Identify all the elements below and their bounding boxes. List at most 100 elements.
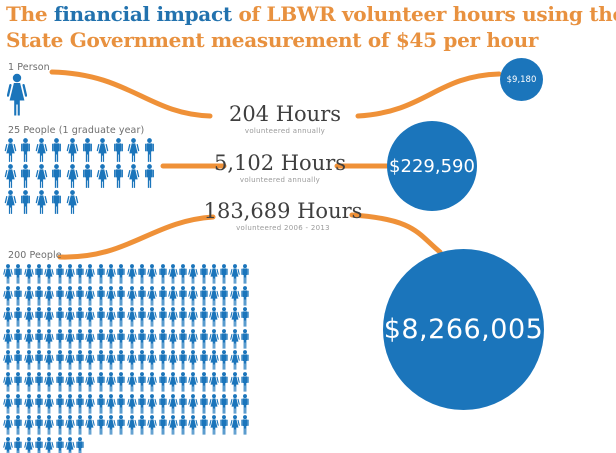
male-person-icon: [35, 264, 43, 284]
male-person-icon: [179, 415, 187, 435]
male-person-icon: [21, 190, 31, 214]
group-label-1-person: 1 Person: [8, 62, 50, 73]
female-person-icon: [209, 328, 219, 349]
female-person-icon: [85, 328, 96, 349]
female-person-icon: [106, 372, 116, 392]
male-person-icon: [35, 285, 43, 306]
female-person-icon: [44, 285, 55, 306]
hours-value-2: 5,102 Hours: [213, 151, 347, 175]
female-person-icon: [85, 285, 96, 306]
hours-value-1: 204 Hours: [228, 102, 342, 126]
male-person-icon: [220, 328, 228, 349]
female-person-icon: [147, 307, 158, 327]
male-person-icon: [220, 285, 228, 306]
male-person-icon: [14, 350, 22, 370]
female-person-icon: [167, 350, 178, 370]
female-person-icon: [44, 264, 55, 284]
female-person-icon: [229, 264, 240, 284]
female-person-icon: [209, 264, 219, 284]
male-person-icon: [52, 190, 62, 214]
male-person-icon: [220, 307, 228, 327]
female-person-icon: [44, 415, 55, 435]
male-person-icon: [35, 328, 43, 349]
female-person-icon: [126, 415, 137, 435]
female-person-icon: [4, 190, 17, 214]
male-person-icon: [220, 393, 228, 414]
female-person-icon: [64, 436, 75, 453]
male-person-icon: [179, 285, 187, 306]
female-person-icon: [188, 350, 199, 370]
value-circle-small: $9,180: [500, 58, 543, 101]
female-person-icon: [64, 415, 75, 435]
hours-note-1: volunteered annually: [244, 127, 326, 135]
male-person-icon: [55, 264, 64, 284]
female-person-icon: [209, 372, 219, 392]
male-person-icon: [14, 328, 22, 349]
male-person-icon: [117, 393, 125, 414]
female-person-icon: [64, 307, 75, 327]
female-person-icon: [66, 164, 78, 188]
female-person-icon: [7, 73, 27, 116]
male-person-icon: [35, 393, 43, 414]
male-person-icon: [117, 307, 125, 327]
person-grid-25: [4, 138, 160, 218]
hours-note-3: volunteered 2006 - 2013: [236, 224, 330, 232]
male-person-icon: [76, 436, 84, 453]
female-person-icon: [85, 415, 96, 435]
female-person-icon: [23, 372, 34, 392]
male-person-icon: [35, 415, 43, 435]
title-line-2: State Government measurement of $45 per …: [6, 28, 539, 52]
female-person-icon: [85, 307, 96, 327]
male-person-icon: [14, 285, 22, 306]
male-person-icon: [200, 415, 208, 435]
female-person-icon: [188, 393, 199, 414]
female-person-icon: [147, 372, 158, 392]
male-person-icon: [55, 350, 64, 370]
male-person-icon: [241, 328, 249, 349]
female-person-icon: [35, 190, 48, 214]
male-person-icon: [241, 350, 249, 370]
female-person-icon: [147, 328, 158, 349]
male-person-icon: [76, 372, 84, 392]
female-person-icon: [23, 350, 34, 370]
male-person-icon: [138, 372, 146, 392]
female-person-icon: [23, 415, 34, 435]
male-person-icon: [35, 436, 43, 453]
female-person-icon: [167, 307, 178, 327]
male-person-icon: [52, 164, 62, 188]
male-person-icon: [200, 285, 208, 306]
male-person-icon: [55, 393, 64, 414]
male-person-icon: [241, 393, 249, 414]
female-person-icon: [209, 307, 219, 327]
male-person-icon: [117, 285, 125, 306]
male-person-icon: [138, 307, 146, 327]
female-person-icon: [66, 138, 78, 162]
female-person-icon: [229, 285, 240, 306]
hours-value-3: 183,689 Hours: [203, 199, 363, 223]
female-person-icon: [126, 372, 137, 392]
female-person-icon: [23, 264, 34, 284]
title-line-1: The financial impact of LBWR volunteer h…: [6, 1, 616, 27]
male-person-icon: [138, 285, 146, 306]
page-title: The financial impact of LBWR volunteer h…: [6, 1, 616, 53]
male-person-icon: [144, 164, 154, 188]
amount-label-3: $8,266,005: [383, 314, 544, 345]
male-person-icon: [55, 372, 64, 392]
female-person-icon: [3, 372, 13, 392]
male-person-icon: [76, 328, 84, 349]
female-person-icon: [188, 307, 199, 327]
male-person-icon: [158, 285, 167, 306]
female-person-icon: [167, 372, 178, 392]
male-person-icon: [138, 328, 146, 349]
male-person-icon: [76, 393, 84, 414]
female-person-icon: [3, 415, 13, 435]
female-person-icon: [85, 350, 96, 370]
female-person-icon: [188, 415, 199, 435]
male-person-icon: [55, 307, 64, 327]
female-person-icon: [64, 264, 75, 284]
male-person-icon: [21, 164, 31, 188]
male-person-icon: [55, 328, 64, 349]
female-person-icon: [4, 138, 17, 162]
title-segment: of LBWR volunteer hours using the: [231, 2, 616, 26]
male-person-icon: [14, 415, 22, 435]
